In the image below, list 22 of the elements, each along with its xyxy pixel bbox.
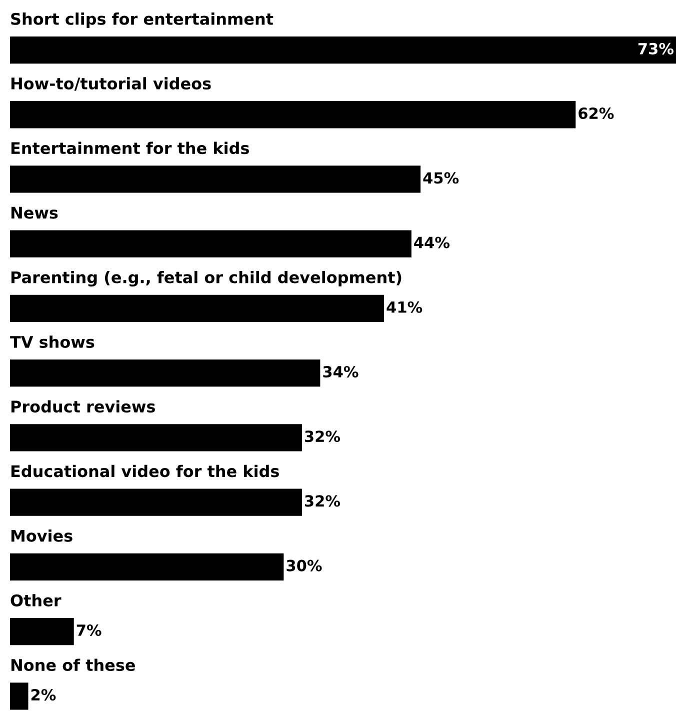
y-tick-label: Parenting (e.g., fetal or child development): [11, 270, 402, 287]
data-label: 7%: [76, 624, 102, 636]
data-label: 32%: [304, 430, 340, 442]
y-tick-label: News: [11, 206, 58, 219]
data-label: 41%: [386, 301, 422, 313]
data-label: 62%: [578, 108, 614, 120]
y-tick-label: Entertainment for the kids: [11, 142, 249, 154]
y-tick-label: Educational video for the kids: [11, 464, 279, 478]
y-tick-label: Short clips for entertainment: [11, 12, 274, 28]
y-tick-label: Other: [10, 594, 62, 606]
y-tick-label: TV shows: [10, 336, 94, 348]
data-label: 45%: [423, 172, 459, 184]
data-label: 32%: [304, 495, 340, 507]
data-label: 30%: [286, 560, 322, 572]
data-label: 34%: [323, 366, 358, 378]
data-label: 44%: [414, 236, 450, 248]
y-tick-label: How-to/tutorial videos: [11, 77, 211, 91]
data-label: 2%: [31, 689, 56, 701]
y-tick-label: None of these: [11, 658, 135, 672]
y-tick-label: Product reviews: [11, 400, 155, 413]
y-tick-label: Movies: [11, 529, 72, 542]
data-label: 73%: [638, 42, 674, 54]
